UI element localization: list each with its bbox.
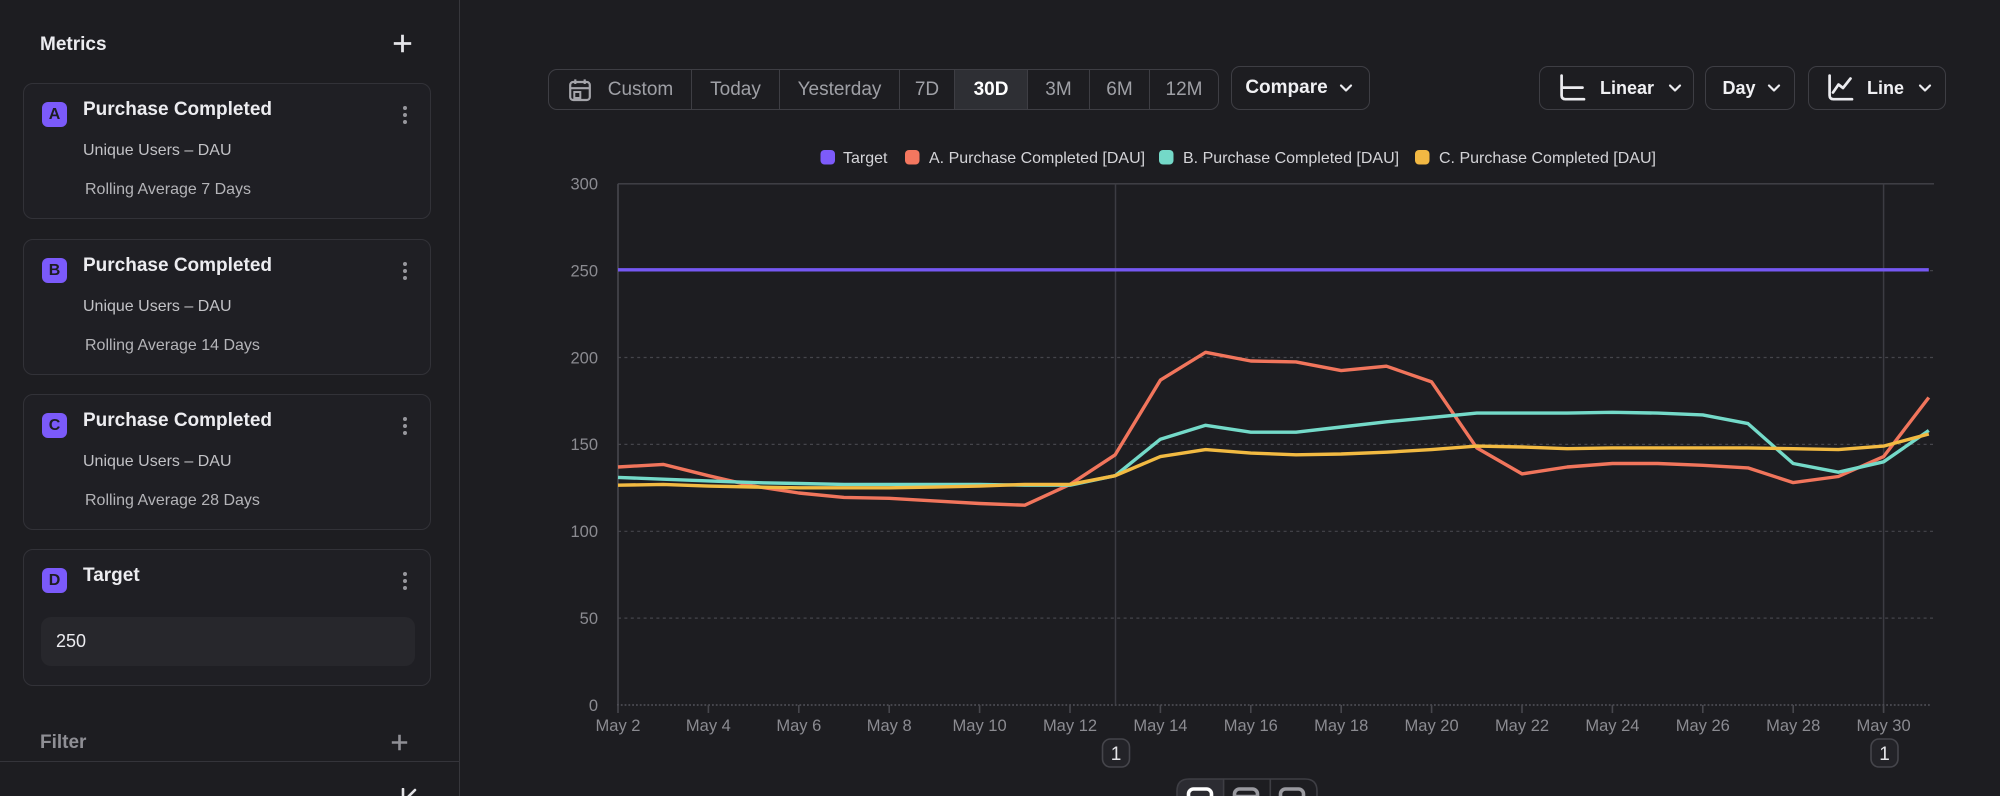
svg-text:100: 100 (570, 523, 598, 541)
svg-text:May 14: May 14 (1133, 717, 1187, 735)
svg-text:Target: Target (843, 150, 888, 167)
svg-text:150: 150 (570, 436, 598, 454)
svg-text:May 6: May 6 (776, 717, 821, 735)
svg-text:50: 50 (580, 610, 598, 628)
svg-text:1: 1 (1111, 744, 1122, 765)
svg-text:May 20: May 20 (1405, 717, 1459, 735)
svg-text:May 18: May 18 (1314, 717, 1368, 735)
svg-text:May 8: May 8 (867, 717, 912, 735)
svg-text:May 22: May 22 (1495, 717, 1549, 735)
svg-text:B. Purchase Completed [DAU]: B. Purchase Completed [DAU] (1183, 150, 1399, 167)
svg-text:300: 300 (570, 176, 598, 194)
svg-text:May 16: May 16 (1224, 717, 1278, 735)
svg-text:May 30: May 30 (1857, 717, 1911, 735)
svg-text:250: 250 (570, 263, 598, 281)
svg-text:C. Purchase Completed [DAU]: C. Purchase Completed [DAU] (1439, 150, 1656, 167)
svg-text:May 4: May 4 (686, 717, 731, 735)
svg-text:May 24: May 24 (1585, 717, 1639, 735)
svg-text:A. Purchase Completed [DAU]: A. Purchase Completed [DAU] (929, 150, 1145, 167)
svg-text:May 28: May 28 (1766, 717, 1820, 735)
svg-text:May 10: May 10 (953, 717, 1007, 735)
svg-text:0: 0 (589, 697, 598, 715)
svg-text:May 26: May 26 (1676, 717, 1730, 735)
svg-text:200: 200 (570, 349, 598, 367)
svg-text:May 12: May 12 (1043, 717, 1097, 735)
svg-text:May 2: May 2 (596, 717, 641, 735)
svg-text:1: 1 (1879, 744, 1890, 765)
